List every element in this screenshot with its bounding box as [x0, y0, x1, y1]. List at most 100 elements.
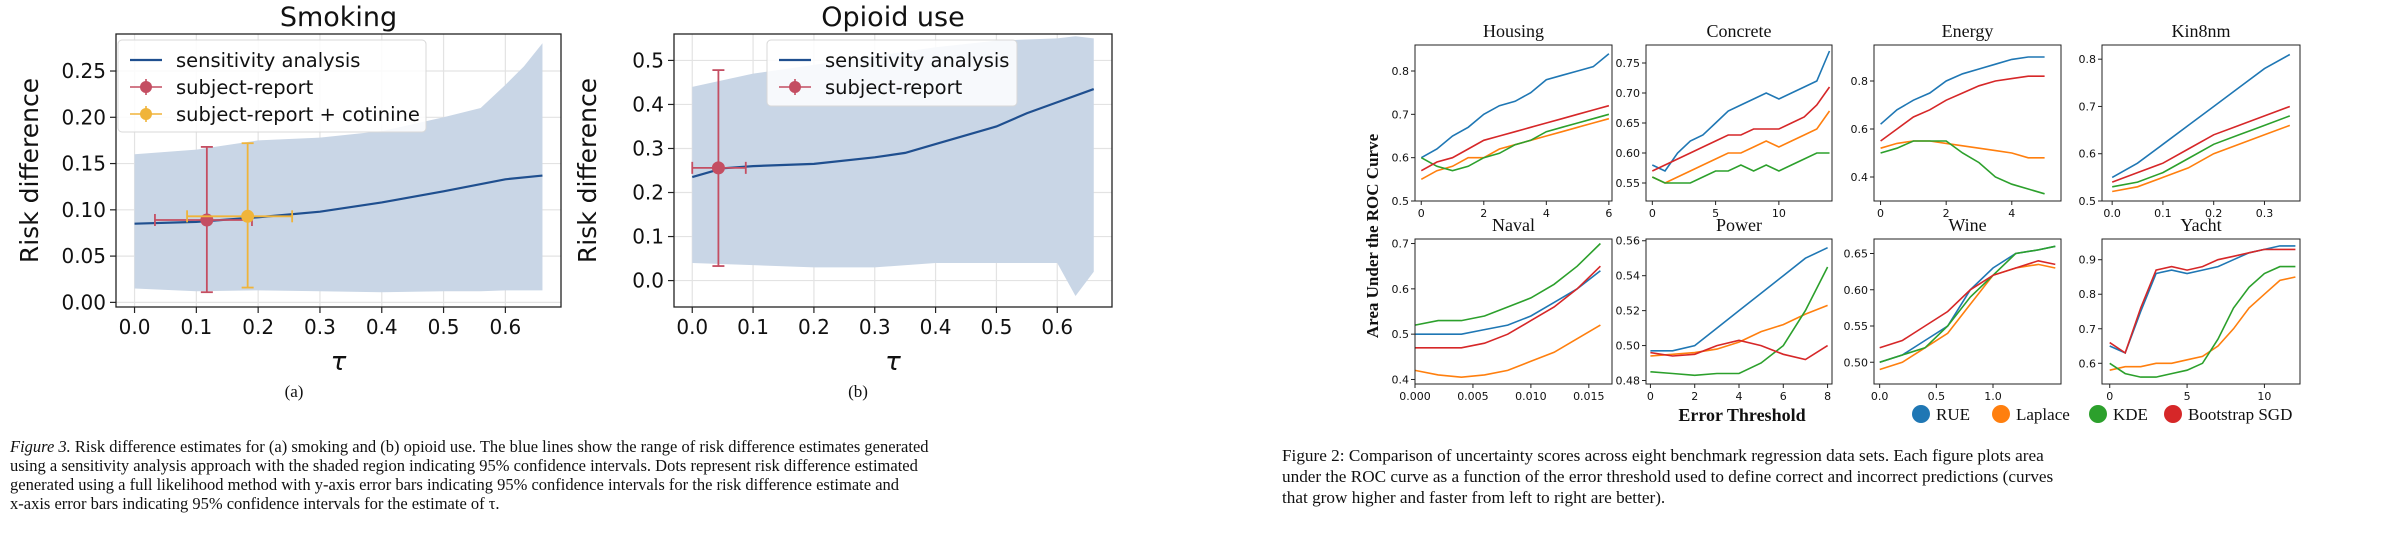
y-tick-label: 0.70 — [1616, 87, 1641, 100]
y-tick-label: 0.0 — [632, 269, 664, 293]
plot-area — [1874, 45, 2061, 201]
y-tick-label: 0.2 — [632, 181, 664, 205]
series-line — [2112, 115, 2291, 188]
series-line — [2111, 53, 2291, 179]
y-tick-label: 0.50 — [1616, 340, 1641, 353]
x-tick-label: 2 — [1691, 390, 1698, 403]
plot-area — [2102, 239, 2300, 384]
series-line — [1880, 140, 2045, 195]
y-tick-label: 0.5 — [1392, 328, 1410, 341]
subfigure-label: (b) — [848, 382, 868, 401]
chart-energy: 0 2 4 0.4 0.6 0.8 Energy — [1851, 21, 2062, 220]
series-line — [1879, 259, 2056, 349]
series-line — [2109, 276, 2296, 371]
x-tick-label: 0.0 — [1871, 390, 1889, 403]
legend-box — [117, 39, 427, 133]
legend-label: KDE — [2113, 405, 2148, 424]
chart-title: Energy — [1942, 21, 1994, 41]
plot-frame — [1414, 44, 1613, 202]
series-line — [1420, 104, 1610, 172]
x-axis-label: Error Threshold — [1678, 405, 1805, 425]
x-tick-label: 0.0 — [2103, 207, 2121, 220]
x-tick-label: 0.1 — [2154, 207, 2172, 220]
y-tick-label: 0.4 — [1392, 373, 1410, 386]
y-tick-label: 0.7 — [1392, 238, 1410, 251]
legend-swatch — [140, 108, 152, 120]
confidence-band — [134, 43, 543, 293]
chart-wine: 0.0 0.5 1.0 0.50 0.55 0.60 0.65 Wine — [1844, 215, 2062, 403]
legend-label: sensitivity analysis — [825, 49, 1009, 72]
x-axis-label: τ — [331, 347, 347, 377]
series-line — [1651, 50, 1831, 173]
x-tick-label: 0.6 — [1041, 315, 1073, 339]
estimate-point — [186, 142, 294, 289]
x-tick-label: 0.3 — [859, 315, 891, 339]
x-tick-label: 0.2 — [242, 315, 274, 339]
y-tick-label: 0.60 — [1844, 284, 1869, 297]
x-tick-label: 2 — [1943, 207, 1950, 220]
y-tick-label: 0.56 — [1616, 235, 1641, 248]
x-tick-label: 0.005 — [1457, 390, 1489, 403]
chart-title: Smoking — [280, 2, 397, 33]
legend-box — [766, 39, 1018, 107]
x-tick-label: 2 — [1480, 207, 1487, 220]
x-tick-label: 0.5 — [1928, 390, 1946, 403]
legend-label: subject-report — [176, 76, 314, 99]
y-tick-label: 0.8 — [2079, 288, 2097, 301]
x-tick-label: 1.0 — [1984, 390, 2002, 403]
legend-label: Bootstrap SGD — [2188, 405, 2292, 424]
legend-label: subject-report — [825, 76, 963, 99]
x-tick-label: 0.3 — [304, 315, 336, 339]
x-tick-label: 0.2 — [798, 315, 830, 339]
x-tick-label: 0.010 — [1515, 390, 1547, 403]
series-line — [1879, 263, 2056, 371]
caption-line: Figure 2: Comparison of uncertainty scor… — [1282, 446, 2044, 465]
x-tick-label: 0 — [2106, 390, 2113, 403]
series-line — [1650, 246, 1828, 352]
x-tick-label: 0.3 — [2256, 207, 2274, 220]
chart-smoking: 0.0 0.1 0.2 0.3 0.4 0.5 0.6 0.00 0.05 0.10 0.15 0.2… — [15, 2, 562, 377]
y-tick-label: 0.50 — [1844, 356, 1869, 369]
y-tick-label: 0.5 — [1392, 195, 1410, 208]
plot-frame — [1414, 238, 1613, 385]
plot-frame — [1873, 238, 2062, 385]
plot-frame — [2101, 238, 2301, 385]
caption-lead: Figure 3. — [10, 437, 71, 456]
series-line — [1650, 266, 1829, 377]
y-tick-label: 0.4 — [1851, 171, 1869, 184]
point-marker — [241, 209, 255, 223]
x-tick-label: 0.1 — [180, 315, 212, 339]
legend-label: subject-report + cotinine — [176, 103, 420, 126]
series-line — [1420, 113, 1610, 172]
y-tick-label: 0.10 — [61, 198, 106, 222]
x-tick-label: 0.5 — [981, 315, 1013, 339]
y-tick-label: 0.7 — [2079, 100, 2097, 113]
caption-line: x-axis error bars indicating 95% confide… — [10, 494, 500, 513]
x-tick-label: 0.5 — [428, 315, 460, 339]
y-tick-label: 0.8 — [2079, 53, 2097, 66]
legend-swatch — [2164, 405, 2182, 423]
y-tick-label: 0.55 — [1616, 177, 1641, 190]
series-line — [2109, 248, 2296, 355]
series-line — [691, 88, 1095, 179]
x-tick-label: 0.2 — [2205, 207, 2223, 220]
x-tick-label: 5 — [1712, 207, 1719, 220]
x-tick-label: 0 — [1877, 207, 1884, 220]
x-tick-label: 0.0 — [676, 315, 708, 339]
x-tick-label: 4 — [1736, 390, 1743, 403]
x-tick-label: 6 — [1605, 207, 1612, 220]
legend-swatch — [140, 81, 152, 93]
caption-line: that grow higher and faster from left to… — [1282, 488, 1666, 507]
y-tick-label: 0.3 — [632, 136, 664, 160]
series-line — [1880, 75, 2045, 142]
y-tick-label: 0.00 — [61, 290, 106, 314]
y-tick-label: 0.7 — [1392, 108, 1410, 121]
y-tick-label: 0.5 — [632, 48, 664, 72]
y-tick-label: 0.7 — [2079, 323, 2097, 336]
y-tick-label: 0.6 — [1851, 123, 1869, 136]
x-tick-label: 0.0 — [119, 315, 151, 339]
plot-frame — [2101, 44, 2301, 202]
chart-title: Power — [1716, 215, 1762, 235]
series-line — [1650, 339, 1829, 361]
